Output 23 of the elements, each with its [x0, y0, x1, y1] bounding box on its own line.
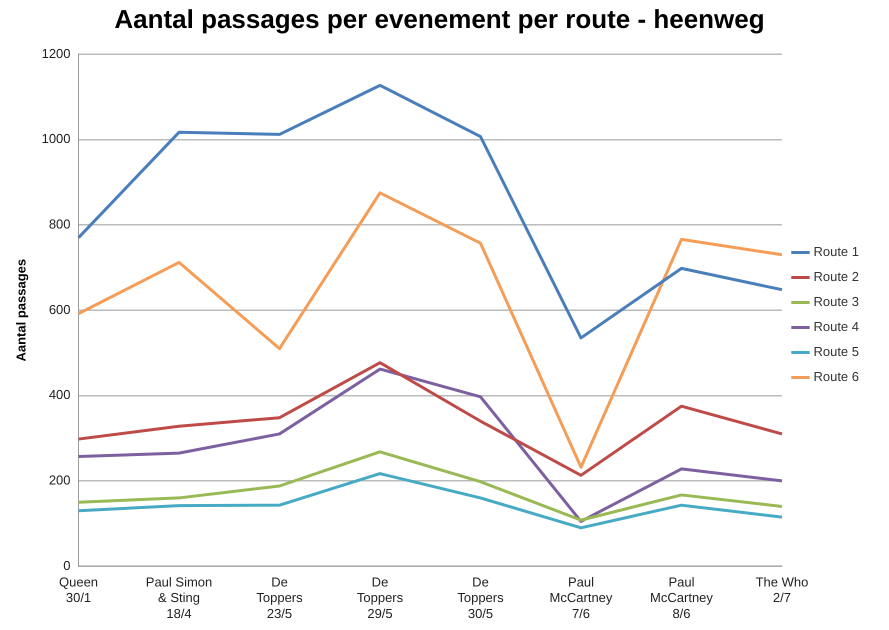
x-tick-label: Paul McCartney 8/6 — [650, 574, 714, 621]
legend-label: Route 6 — [813, 369, 860, 384]
x-tick-label: De Toppers 29/5 — [356, 574, 404, 621]
x-tick-label: De Toppers 30/5 — [457, 574, 504, 621]
x-tick-label: Queen 30/1 — [58, 574, 98, 606]
y-tick-label: 600 — [48, 302, 71, 317]
x-tick-label: Paul McCartney 7/6 — [550, 574, 613, 621]
legend-label: Route 1 — [813, 244, 860, 260]
x-tick-label: Paul Simon & Sting 18/4 — [146, 574, 212, 621]
x-tick-label: De Toppers 23/5 — [256, 574, 304, 621]
legend-label: Route 4 — [813, 319, 860, 334]
y-tick-label: 400 — [48, 387, 71, 402]
y-tick-label: 200 — [48, 472, 71, 488]
chart-title: Aantal passages per evenement per route - heenweg — [114, 4, 765, 34]
y-tick-label: 0 — [63, 558, 71, 573]
legend-label: Route 3 — [813, 294, 860, 310]
y-tick-label: 800 — [48, 216, 71, 232]
y-axis-title: Aantal passages — [13, 258, 28, 362]
legend-label: Route 2 — [813, 269, 860, 284]
y-tick-label: 1000 — [42, 131, 71, 146]
legend-label: Route 5 — [813, 344, 860, 360]
y-tick-label: 1200 — [42, 46, 71, 61]
x-tick-label: The Who 2/7 — [756, 574, 808, 606]
